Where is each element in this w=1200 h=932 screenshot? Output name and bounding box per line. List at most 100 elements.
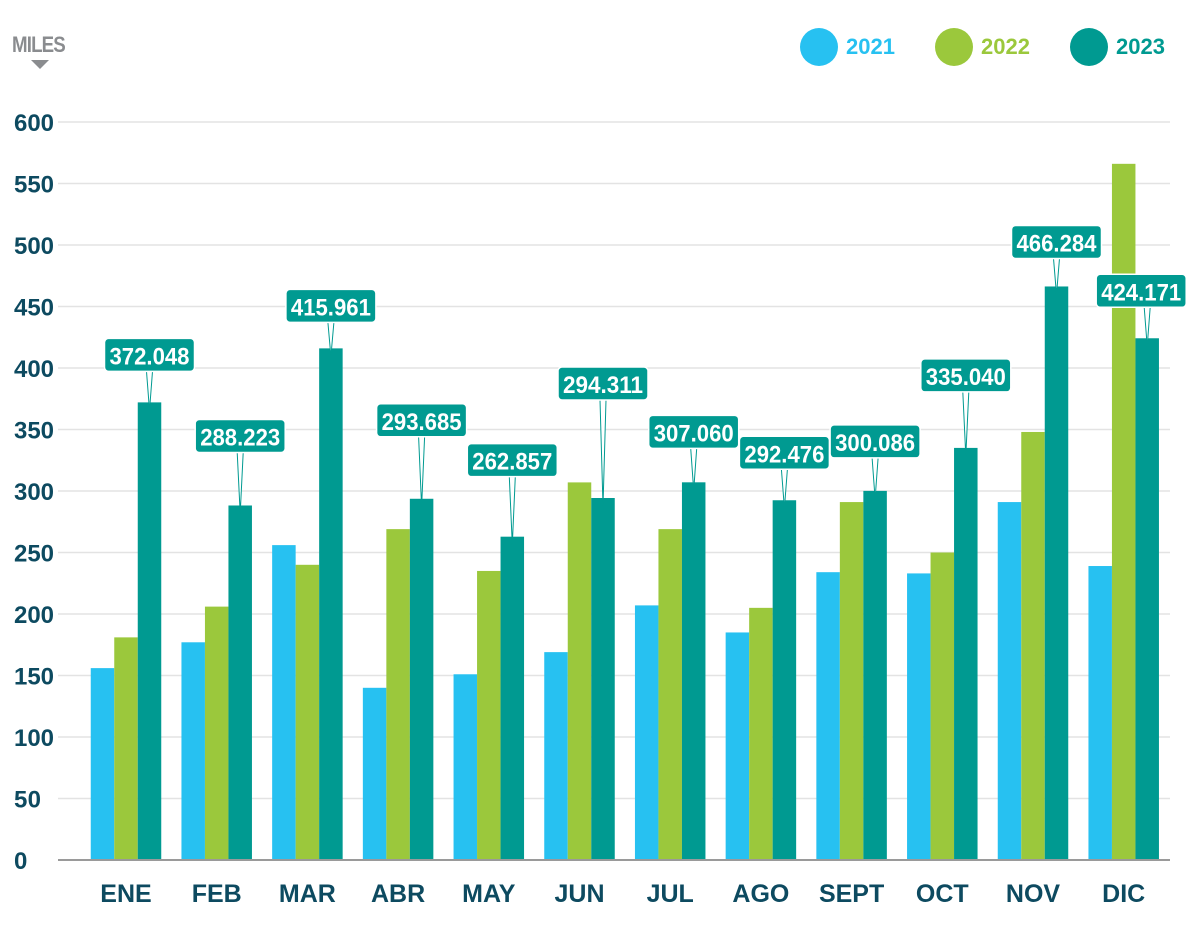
bar-2023-dic: [1135, 338, 1159, 861]
callout-pointer: [599, 399, 607, 507]
y-tick-label: 250: [14, 541, 54, 568]
bar-2023-jul: [681, 482, 706, 860]
x-tick-label: FEB: [192, 880, 242, 908]
bar-2021-nov: [997, 502, 1022, 860]
data-label-box: [829, 424, 921, 459]
bar-2022-sept: [839, 502, 864, 860]
bar-2023-sept: [863, 490, 887, 860]
data-label: 288.223: [200, 424, 280, 451]
data-label: 415.961: [291, 294, 371, 321]
data-label-box: [557, 366, 649, 401]
bar-2022-may: [477, 570, 501, 860]
y-tick-label: 0: [14, 848, 27, 875]
y-tick-label: 400: [14, 356, 54, 383]
bar-2021-may: [453, 674, 478, 860]
x-tick-label: JUL: [647, 880, 694, 908]
callout-pointer: [508, 476, 516, 545]
callout-pointer: [418, 436, 426, 507]
x-tick-label: JUN: [554, 880, 604, 908]
bar-2022-dic: [1111, 163, 1136, 860]
x-tick-label: MAR: [279, 880, 336, 908]
bar-2023-abr: [409, 498, 434, 860]
y-tick-label: 150: [14, 664, 54, 691]
data-label: 372.048: [110, 343, 190, 370]
callout-pointer: [236, 451, 244, 514]
bar-2022-nov: [1021, 431, 1045, 860]
data-label-box: [103, 337, 196, 373]
bar-2023-jun: [591, 497, 615, 860]
bar-2022-jul: [658, 529, 682, 860]
data-label-box: [466, 442, 559, 478]
bar-2021-ene: [90, 668, 115, 860]
x-tick-label: SEPT: [819, 880, 884, 908]
bar-2022-oct: [930, 552, 955, 860]
data-label-box: [647, 414, 740, 450]
bar-2021-ago: [725, 632, 750, 860]
bar-2021-sept: [816, 572, 840, 860]
bar-2022-jun: [567, 482, 592, 860]
bar-2022-ago: [749, 607, 773, 860]
bar-2021-jun: [544, 652, 568, 860]
bar-2023-mar: [319, 348, 343, 860]
data-label: 294.311: [563, 372, 643, 399]
data-label: 300.086: [835, 430, 915, 457]
x-tick-label: DIC: [1102, 880, 1145, 908]
bar-2021-feb: [181, 642, 205, 860]
data-label-box: [1010, 224, 1103, 260]
bar-2021-abr: [362, 687, 387, 860]
legend-item-2023: 2023: [1070, 28, 1165, 66]
bar-2022-mar: [295, 564, 320, 860]
x-tick-label: ENE: [100, 880, 151, 908]
data-label-box: [285, 288, 377, 324]
bar-2023-may: [500, 536, 525, 860]
y-tick-label: 50: [14, 787, 41, 814]
y-tick-label: 450: [14, 295, 54, 322]
y-tick-label: 200: [14, 602, 54, 629]
bar-2023-nov: [1044, 286, 1069, 860]
x-tick-label: OCT: [916, 880, 969, 908]
bar-2022-feb: [204, 606, 229, 860]
bar-2022-ene: [114, 637, 138, 860]
bar-2023-feb: [228, 505, 252, 860]
data-label: 307.060: [654, 420, 734, 447]
data-label: 424.171: [1101, 279, 1181, 306]
bar-2023-ene: [137, 402, 162, 860]
callout-pointer: [962, 391, 970, 456]
y-axis-unit-label: MILES: [12, 32, 66, 57]
bar-2023-oct: [954, 447, 978, 860]
y-tick-label: 550: [14, 172, 54, 199]
data-label-box: [194, 418, 286, 454]
bar-2021-oct: [907, 573, 931, 860]
y-tick-label: 300: [14, 479, 54, 506]
x-tick-label: MAY: [462, 880, 516, 908]
data-label-box: [1095, 273, 1187, 309]
y-tick-label: 100: [14, 725, 54, 752]
legend-swatch-2022: [935, 28, 973, 66]
legend-item-2022: 2022: [935, 28, 1030, 66]
bar-2021-jul: [634, 605, 659, 860]
legend-label-2021: 2021: [846, 34, 895, 59]
data-label: 466.284: [1017, 230, 1098, 257]
unit-arrow-icon: [31, 60, 49, 69]
data-label-box: [375, 403, 468, 438]
y-tick-label: 350: [14, 418, 54, 445]
data-label: 335.040: [926, 364, 1006, 391]
x-tick-label: ABR: [371, 880, 425, 908]
legend-item-2021: 2021: [800, 28, 895, 66]
data-label: 293.685: [382, 409, 462, 436]
x-tick-label: NOV: [1006, 880, 1061, 908]
legend-swatch-2021: [800, 28, 838, 66]
y-tick-label: 600: [14, 110, 54, 137]
bar-2021-dic: [1088, 566, 1112, 860]
data-label: 292.476: [744, 441, 824, 468]
legend-label-2023: 2023: [1116, 34, 1165, 59]
data-label-box: [920, 358, 1012, 393]
x-tick-label: AGO: [732, 880, 789, 908]
bar-2023-ago: [772, 500, 797, 860]
legend-label-2022: 2022: [981, 34, 1030, 59]
data-label: 262.857: [472, 449, 552, 476]
bar-2022-abr: [386, 529, 410, 860]
bar-2021-mar: [272, 545, 296, 860]
legend-swatch-2023: [1070, 28, 1108, 66]
